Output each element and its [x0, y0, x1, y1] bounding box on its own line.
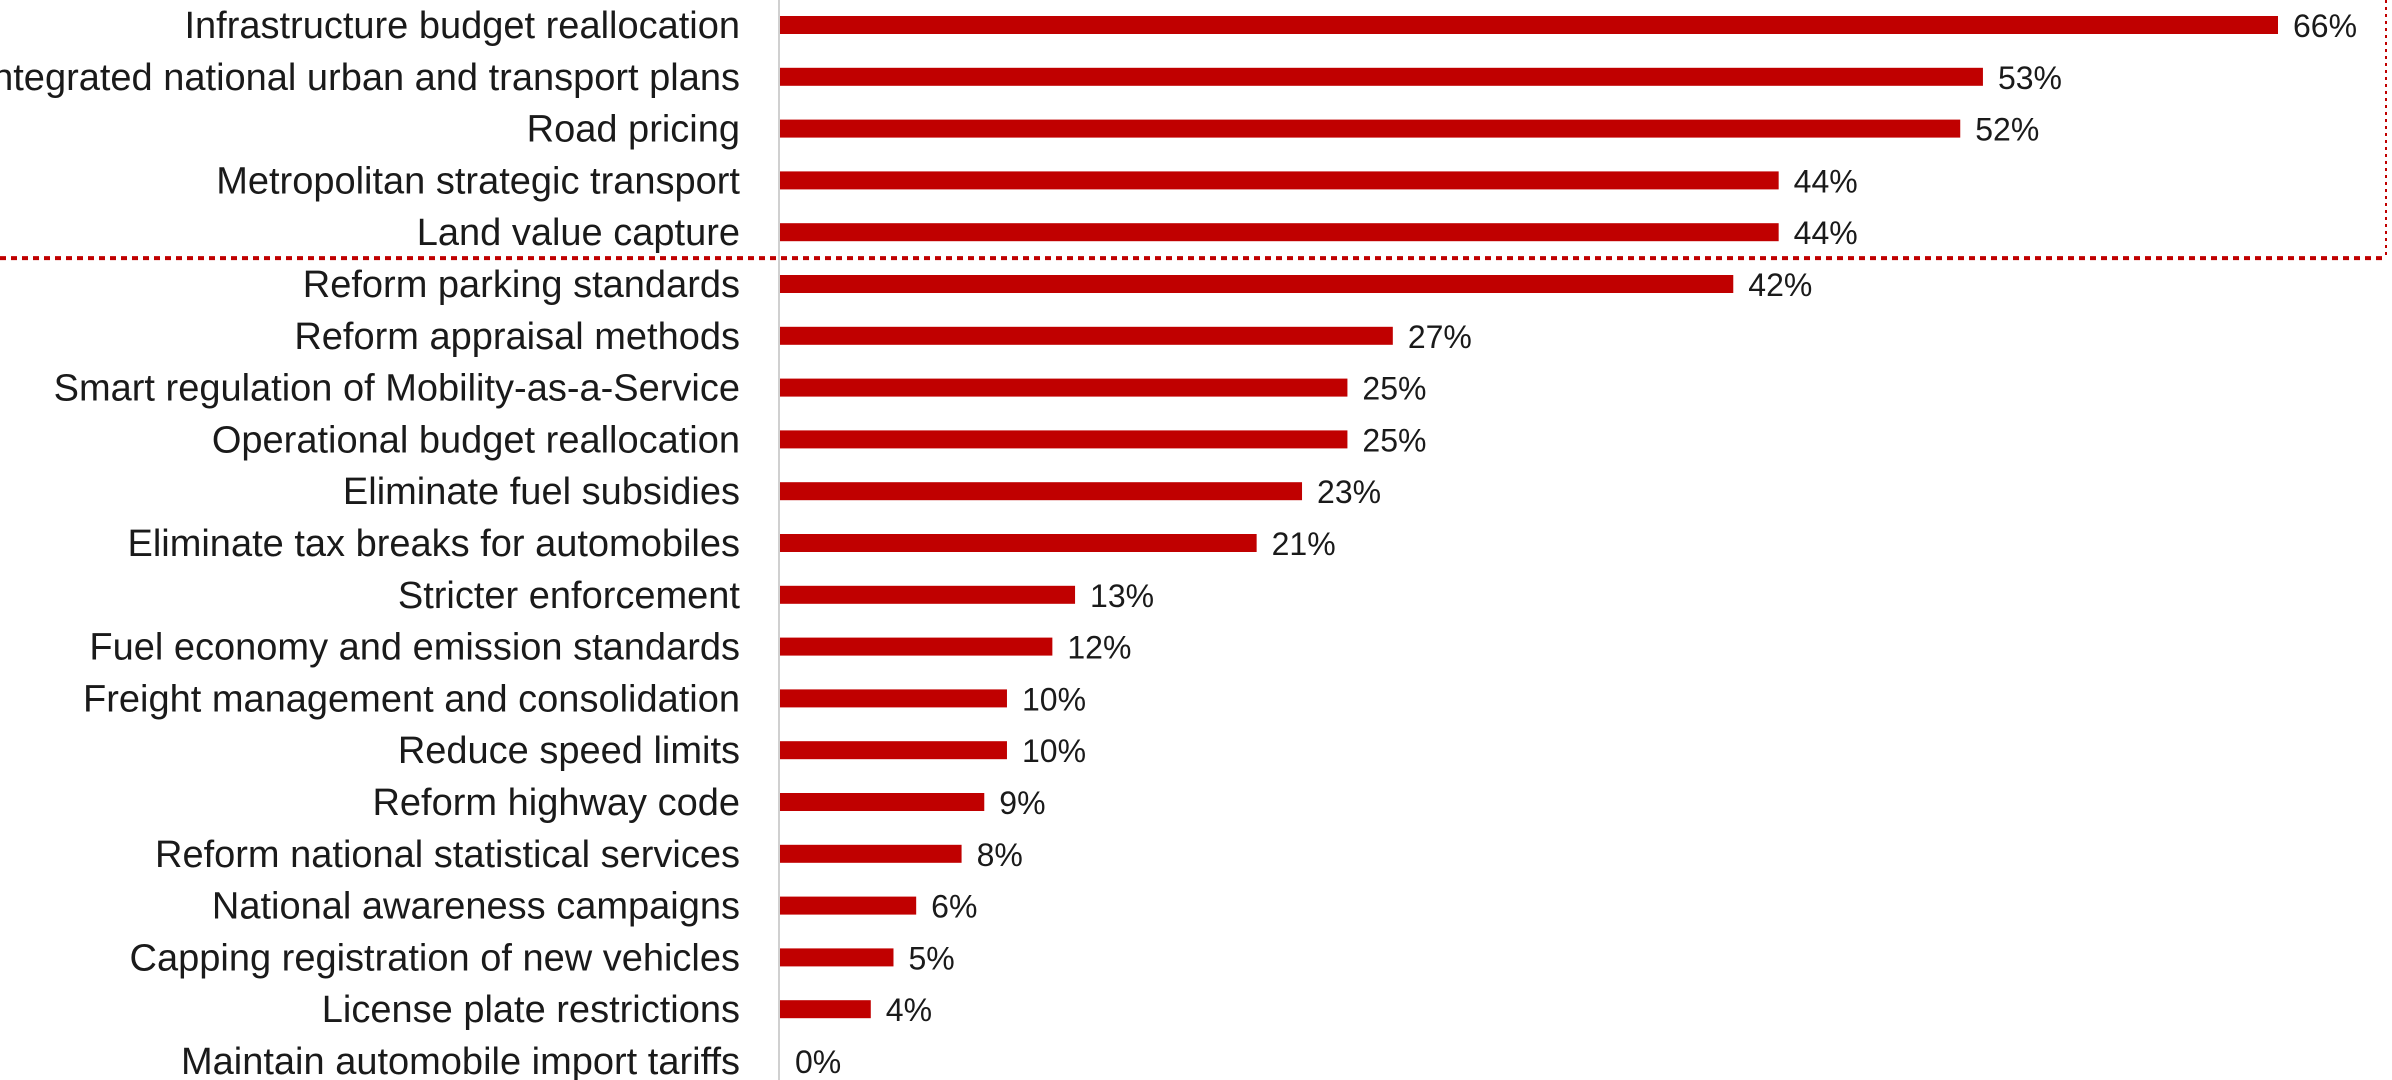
category-label-6: Reform appraisal methods	[294, 316, 740, 358]
bar-15	[780, 793, 985, 811]
category-label-3: Metropolitan strategic transport	[216, 160, 740, 202]
category-label-15: Reform highway code	[372, 782, 740, 824]
bar-16	[780, 844, 962, 863]
category-label-16: Reform national statistical services	[155, 834, 740, 876]
bar-6	[780, 326, 1393, 345]
value-label-20: 0%	[795, 1044, 841, 1080]
value-label-15: 9%	[999, 785, 1045, 821]
bar-9	[780, 482, 1303, 501]
category-label-17: National awareness campaigns	[212, 886, 740, 928]
bar-14	[780, 741, 1007, 760]
bars-group	[780, 16, 2278, 1019]
value-label-16: 8%	[977, 837, 1023, 873]
value-label-12: 12%	[1067, 630, 1131, 666]
bar-10	[780, 534, 1257, 552]
category-label-1: Integrated national urban and transport …	[0, 57, 740, 99]
bar-12	[780, 637, 1053, 656]
bar-7	[780, 378, 1348, 397]
category-label-14: Reduce speed limits	[398, 730, 740, 772]
value-label-19: 4%	[886, 992, 932, 1028]
category-label-5: Reform parking standards	[303, 264, 740, 306]
value-label-18: 5%	[908, 940, 954, 976]
category-label-9: Eliminate fuel subsidies	[343, 471, 740, 513]
category-label-13: Freight management and consolidation	[83, 678, 740, 720]
category-label-0: Infrastructure budget reallocation	[184, 5, 740, 47]
bar-8	[780, 430, 1348, 449]
value-label-7: 25%	[1362, 371, 1426, 407]
value-label-0: 66%	[2293, 8, 2357, 44]
value-label-17: 6%	[931, 889, 977, 925]
bar-0	[780, 16, 2278, 34]
value-label-2: 52%	[1975, 112, 2039, 148]
value-label-9: 23%	[1317, 474, 1381, 510]
value-labels-group: 66% 53% 52% 44% 44% 42% 27% 25% 25% 23% 21% 13% 12% 1…	[795, 8, 2357, 1080]
bar-18	[780, 948, 894, 967]
value-label-11: 13%	[1090, 578, 1154, 614]
value-label-14: 10%	[1022, 733, 1086, 769]
category-label-8: Operational budget reallocation	[212, 419, 740, 461]
value-label-1: 53%	[1998, 60, 2062, 96]
bar-1	[780, 67, 1983, 86]
category-label-10: Eliminate tax breaks for automobiles	[127, 523, 740, 565]
bar-3	[780, 171, 1779, 190]
category-label-20: Maintain automobile import tariffs	[181, 1041, 740, 1080]
bar-4	[780, 223, 1779, 242]
category-label-4: Land value capture	[417, 212, 740, 254]
value-label-10: 21%	[1272, 526, 1336, 562]
value-label-13: 10%	[1022, 681, 1086, 717]
value-label-4: 44%	[1794, 215, 1858, 251]
category-label-11: Stricter enforcement	[398, 575, 741, 617]
category-label-12: Fuel economy and emission standards	[89, 627, 740, 669]
category-labels-group: Infrastructure budget reallocation Integr…	[0, 5, 740, 1080]
bar-2	[780, 119, 1961, 138]
value-label-5: 42%	[1748, 267, 1812, 303]
highlight-box-group	[0, 0, 2387, 261]
bar-5	[780, 275, 1734, 293]
category-label-2: Road pricing	[527, 109, 740, 151]
bar-11	[780, 585, 1076, 604]
bar-13	[780, 689, 1007, 708]
category-label-18: Capping registration of new vehicles	[130, 937, 740, 979]
category-label-19: License plate restrictions	[322, 989, 740, 1031]
value-label-6: 27%	[1408, 319, 1472, 355]
value-label-8: 25%	[1362, 422, 1426, 458]
category-label-7: Smart regulation of Mobility-as-a-Servic…	[54, 368, 740, 410]
value-label-3: 44%	[1794, 163, 1858, 199]
bar-19	[780, 1000, 871, 1019]
bar-17	[780, 896, 917, 915]
